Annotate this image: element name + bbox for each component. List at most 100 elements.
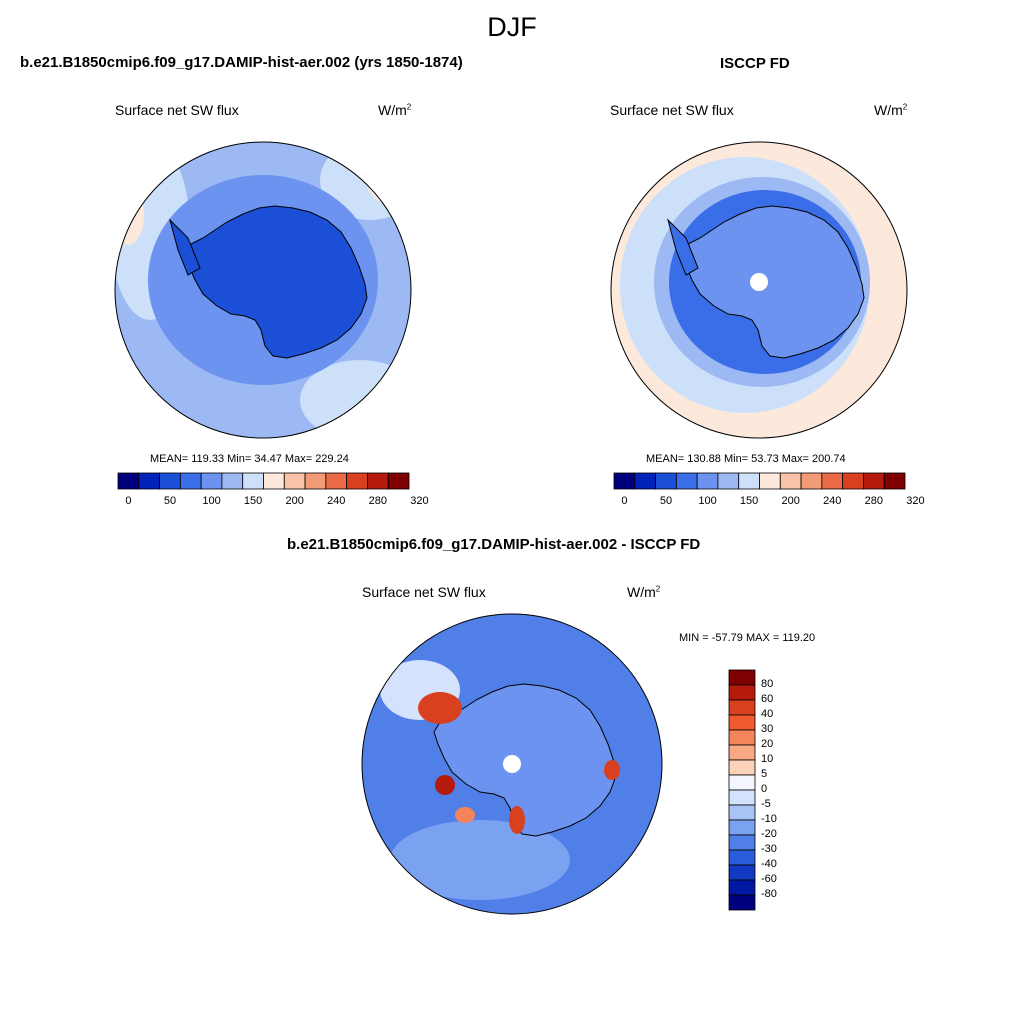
warm-anomaly: [367, 158, 403, 202]
panel-diff-title: b.e21.B1850cmip6.f09_g17.DAMIP-hist-aer.…: [287, 536, 701, 553]
panel-diff-minmax: MIN = -57.79 MAX = 119.20: [679, 632, 816, 644]
colorbar-tick-label: -10: [761, 813, 777, 825]
colorbar-tick-label: -20: [761, 828, 777, 840]
colorbar-tick-label: 150: [243, 495, 263, 507]
colorbar-swatch: [728, 699, 756, 716]
colorbar-obs: [613, 472, 906, 490]
panel-model-units: W/m2: [378, 102, 411, 118]
colorbar-swatch: [728, 684, 756, 701]
panel-obs-variable: Surface net SW flux: [610, 102, 734, 118]
map-border: [361, 613, 663, 915]
units-base: W/m: [378, 102, 407, 118]
panel-obs-stats: MEAN= 130.88 Min= 53.73 Max= 200.74: [646, 453, 846, 465]
colorbar-swatch: [138, 472, 160, 490]
map-obs: [611, 142, 907, 438]
diff-hotspot: [509, 806, 525, 834]
colorbar-tick-label: 280: [864, 495, 883, 507]
colorbar-swatch: [159, 472, 181, 490]
warm-anomaly: [115, 185, 144, 245]
colorbar-swatch: [117, 472, 140, 490]
pole-hole: [750, 273, 768, 291]
colorbar-tick-label: 240: [823, 495, 842, 507]
colorbar-swatch: [842, 472, 864, 490]
map-border: [114, 141, 412, 439]
colorbar-swatch: [634, 472, 656, 490]
units-base: W/m: [874, 102, 903, 118]
panel-model-title: b.e21.B1850cmip6.f09_g17.DAMIP-hist-aer.…: [20, 54, 463, 71]
colorbar-tick-label: 30: [761, 723, 774, 735]
diff-hotspot: [604, 760, 620, 780]
colorbar-swatch: [717, 472, 740, 490]
colorbar-tick-label: -80: [761, 888, 777, 900]
panel-diff-variable: Surface net SW flux: [362, 584, 486, 600]
colorbar-swatch: [863, 472, 885, 490]
colorbar-tick-label: 150: [739, 495, 759, 507]
colorbar-swatch: [759, 472, 781, 490]
colorbar-tick-label: 200: [781, 495, 800, 507]
colorbar-model: [117, 472, 410, 490]
units-base: W/m: [627, 584, 656, 600]
map-model: [115, 142, 411, 438]
colorbar-swatch: [655, 472, 677, 490]
colorbar-tick-label: 100: [698, 495, 717, 507]
units-exponent: 2: [406, 102, 412, 112]
colorbar-swatch: [728, 789, 756, 806]
colorbar-swatch: [728, 864, 756, 881]
colorbar-swatch: [728, 744, 756, 761]
colorbar-swatch: [821, 472, 844, 490]
colorbar-swatch: [728, 834, 756, 851]
diff-hotspot: [455, 807, 475, 823]
colorbar-tick-label: -60: [761, 873, 777, 885]
colorbar-tick-label: 20: [761, 738, 774, 750]
panel-obs-units: W/m2: [874, 102, 907, 118]
colorbar-swatch: [728, 879, 756, 896]
colorbar-tick-label: 5: [761, 768, 768, 780]
colorbar-tick-label: 0: [621, 495, 628, 507]
colorbar-tick-label: 80: [761, 678, 774, 690]
colorbar-swatch: [728, 669, 756, 686]
colorbar-tick-label: 320: [906, 495, 925, 507]
units-exponent: 2: [902, 102, 908, 112]
colorbar-swatch: [367, 472, 389, 490]
colorbar-tick-label: 50: [163, 495, 177, 507]
colorbar-tick-label: 280: [368, 495, 387, 507]
colorbar-swatch: [346, 472, 368, 490]
colorbar-diff: [728, 669, 756, 911]
colorbar-swatch: [179, 472, 202, 490]
colorbar-tick-label: -5: [761, 798, 771, 810]
units-exponent: 2: [655, 584, 661, 594]
antarctic-peninsula: [667, 218, 699, 276]
colorbar-swatch: [387, 472, 410, 490]
colorbar-swatch: [696, 472, 719, 490]
colorbar-swatch: [728, 729, 756, 746]
colorbar-swatch: [613, 472, 636, 490]
colorbar-swatch: [800, 472, 823, 490]
colorbar-swatch: [728, 714, 756, 731]
diff-hotspot: [418, 692, 462, 724]
panel-model-stats: MEAN= 119.33 Min= 34.47 Max= 229.24: [150, 453, 349, 465]
colorbar-swatch: [728, 894, 756, 911]
colorbar-swatch: [263, 472, 285, 490]
colorbar-tick-label: -30: [761, 843, 777, 855]
colorbar-swatch: [728, 804, 756, 821]
colorbar-tick-label: 40: [761, 708, 774, 720]
colorbar-swatch: [779, 472, 802, 490]
colorbar-tick-label: 100: [202, 495, 221, 507]
colorbar-swatch: [738, 472, 760, 490]
colorbar-tick-label: -40: [761, 858, 777, 870]
panel-model-variable: Surface net SW flux: [115, 102, 239, 118]
colorbar-swatch: [283, 472, 306, 490]
colorbar-tick-label: 0: [125, 495, 132, 507]
colorbar-swatch: [242, 472, 264, 490]
pole-hole: [503, 755, 521, 773]
colorbar-swatch: [728, 774, 756, 791]
colorbar-swatch: [221, 472, 244, 490]
colorbar-swatch: [304, 472, 327, 490]
colorbar-tick-label: 60: [761, 693, 774, 705]
colorbar-swatch: [728, 849, 756, 866]
map-border: [610, 141, 908, 439]
colorbar-swatch: [728, 819, 756, 836]
diff-hotspot: [435, 775, 455, 795]
colorbar-tick-label: 0: [761, 783, 768, 795]
